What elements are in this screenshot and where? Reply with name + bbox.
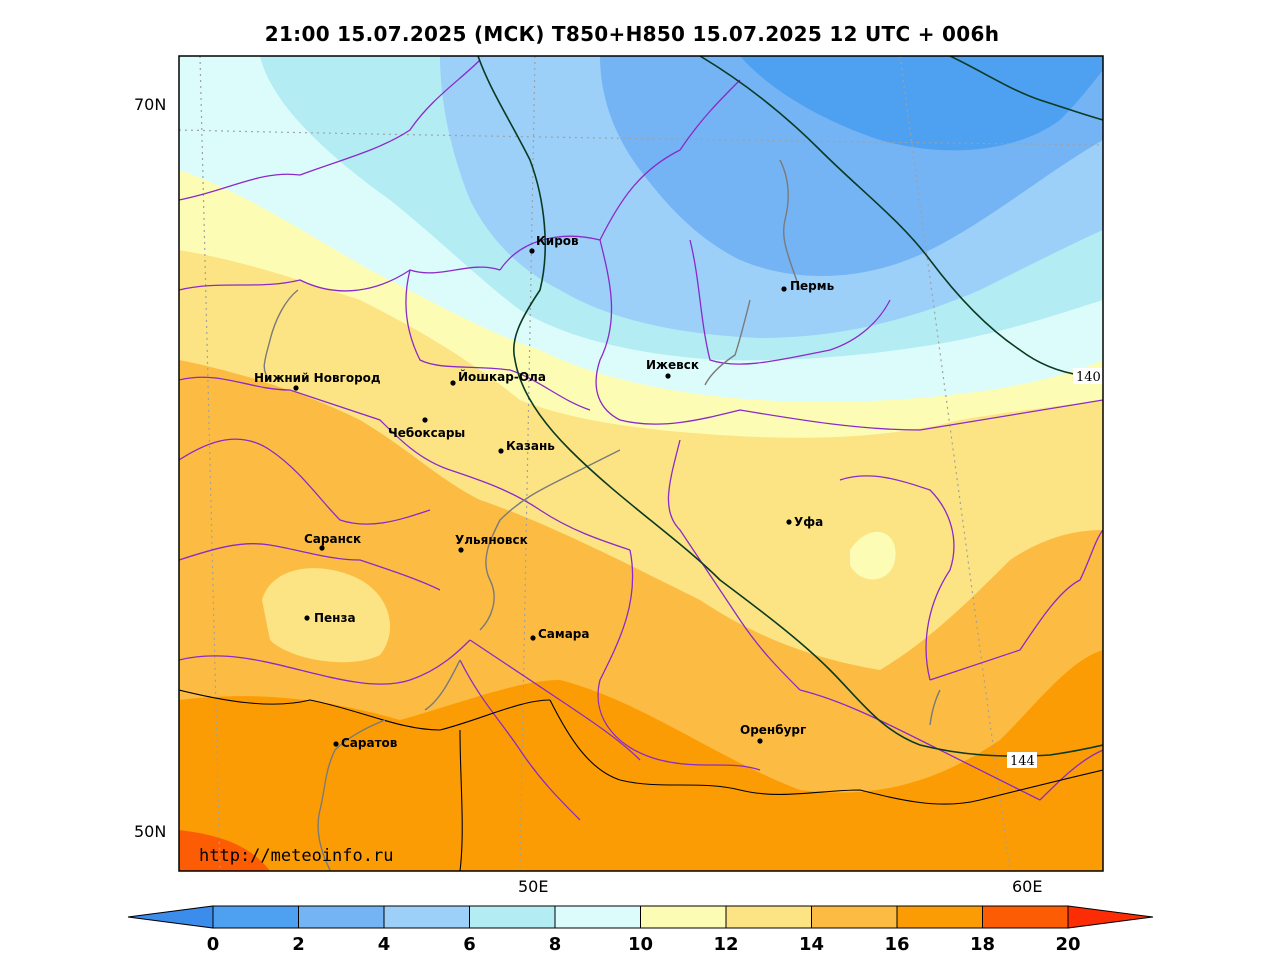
city-dot-kazan [498,448,504,454]
colorbar-tick-label: 2 [292,934,305,955]
colorbar-under-arrow [127,905,214,929]
colorbar-segment-1 [298,905,385,929]
contour-144 [477,56,1103,757]
city-dot-kirov [529,248,535,254]
band-0-2 [740,56,1103,151]
colorbar-segment-3 [469,905,556,929]
city-label-orenburg: Оренбург [740,723,806,737]
city-dot-penza [304,615,310,621]
city-markers: Киров Пермь Ижевск Нижний Новгород Йошка… [254,234,835,750]
colorbar-tick-label: 16 [884,934,909,955]
city-label-samara: Самара [538,627,590,641]
colorbar-tick-label: 14 [799,934,824,955]
city-label-ulyanovsk: Ульяновск [455,533,528,547]
contour-label-144: 144 [1010,754,1035,769]
lon-label-60e: 60E [1012,877,1043,896]
city-label-saratov: Саратов [341,736,398,750]
contour-label-140: 140 [1076,370,1101,385]
city-dot-orenburg [757,738,763,744]
rivers [263,159,941,871]
city-dot-cheboksary [422,417,428,423]
city-label-saransk: Саранск [304,532,361,546]
colorbar-tick-label: 20 [1055,934,1080,955]
colorbar-tick-label: 12 [713,934,738,955]
colorbar-tick-label: 4 [378,934,391,955]
city-dot-saransk [319,545,325,551]
colorbar-segment-6 [725,905,812,929]
lon-label-50e: 50E [518,877,549,896]
country-border [179,689,1103,871]
contour-label-140-bg [1073,368,1103,384]
band-18-20 [179,830,270,871]
lat-label-50n: 50N [134,822,167,841]
map-frame [178,55,1104,872]
colorbar-segment-5 [640,905,727,929]
city-dot-saratov [333,741,339,747]
colorbar-over-arrow [1067,905,1154,929]
colorbar-segment-0 [212,905,299,929]
colorbar-tick-label: 18 [970,934,995,955]
watermark-url: http://meteoinfo.ru [199,846,393,866]
city-label-ufa: Уфа [794,515,823,529]
colorbar-segment-2 [383,905,470,929]
colorbar: 0 2 4 6 8 10 12 14 16 18 20 [127,905,1154,955]
city-dot-yoshkar-ola [450,380,456,386]
city-label-kirov: Киров [536,234,579,248]
city-label-cheboksary: Чебоксары [388,426,465,440]
lat-label-70n: 70N [134,95,167,114]
city-dot-perm [781,286,787,292]
height-contours [477,56,1103,757]
colorbar-tick-label: 0 [207,934,220,955]
band-10-12-ufa [850,531,896,580]
city-label-perm: Пермь [790,279,835,293]
city-dot-samara [530,635,536,641]
city-label-kazan: Казань [506,439,555,453]
colorbar-segment-8 [896,905,983,929]
contour-140 [699,56,1081,376]
city-label-yoshkar-ola: Йошкар-Ола [458,369,546,384]
band-12-14-penza [262,568,390,663]
city-dot-ufa [786,519,792,525]
colorbar-tick-label: 10 [628,934,653,955]
city-label-penza: Пенза [314,611,356,625]
colorbar-segment-9 [982,905,1069,929]
colorbar-segment-4 [554,905,641,929]
city-dot-ulyanovsk [458,547,464,553]
colorbar-tick-label: 6 [463,934,476,955]
contour-label-144-bg [1007,752,1037,768]
city-dot-nizhny-novgorod [293,385,299,391]
map-title: 21:00 15.07.2025 (МСК) T850+H850 15.07.2… [264,22,1000,46]
city-label-nizhny-novgorod: Нижний Новгород [254,371,381,385]
graticule [179,56,1103,871]
temperature-field [179,56,1103,871]
city-dot-izhevsk [665,373,671,379]
colorbar-tick-label: 8 [549,934,562,955]
city-label-izhevsk: Ижевск [646,358,699,372]
region-borders [179,59,1103,821]
contour-136 [949,56,1103,121]
colorbar-segment-7 [811,905,898,929]
